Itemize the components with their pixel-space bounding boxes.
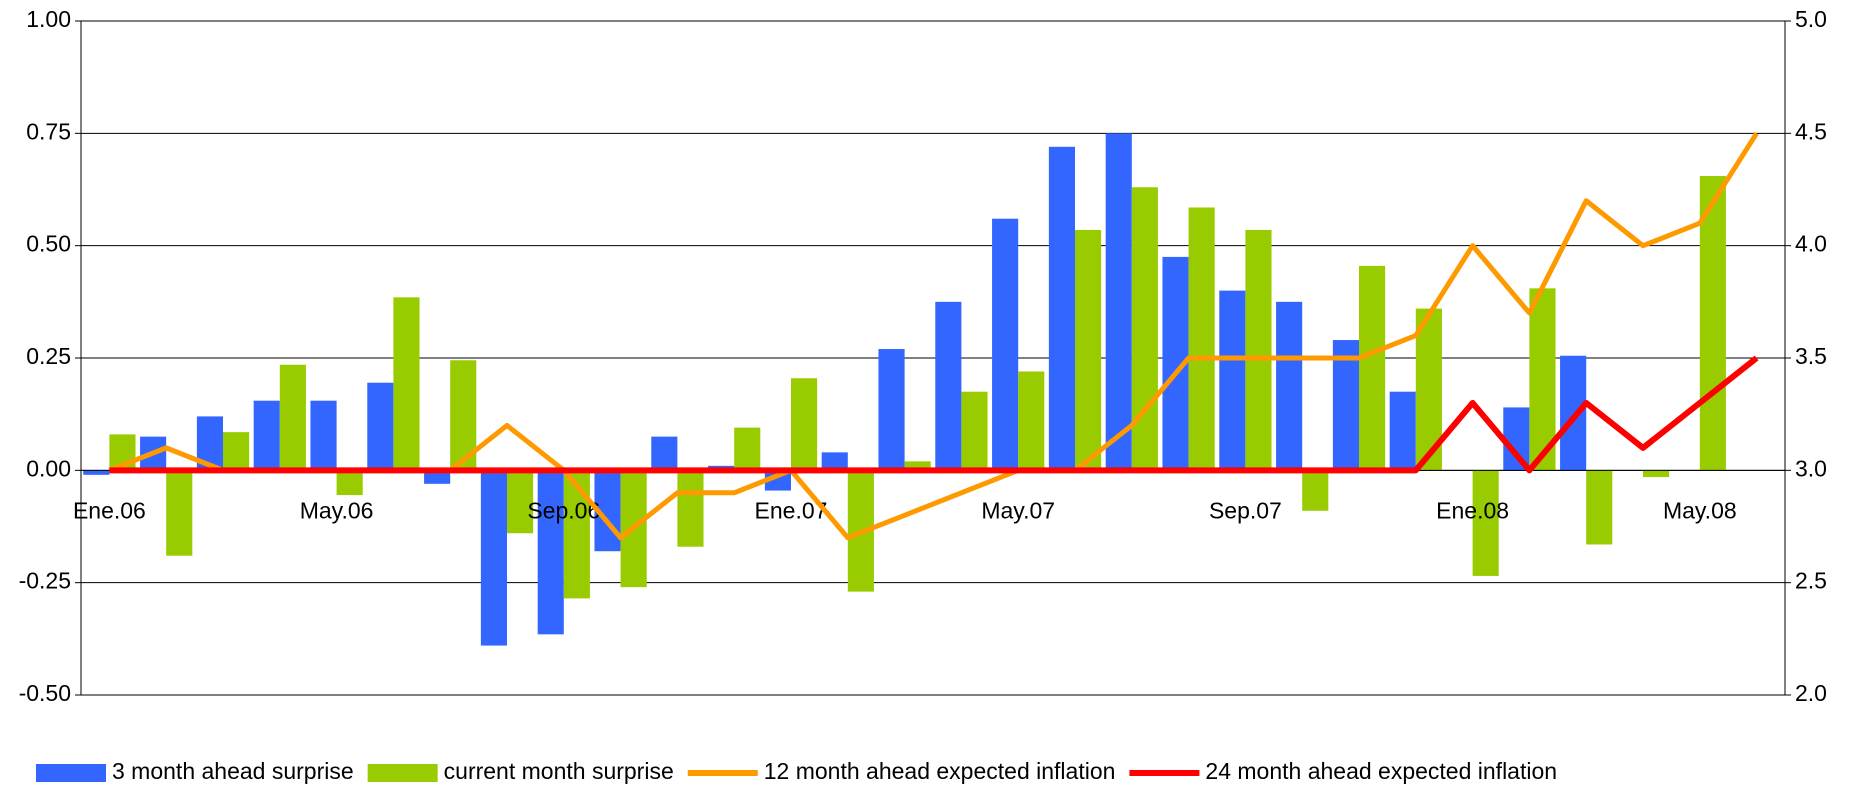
x-tick-label: May.06	[300, 497, 374, 523]
bar	[821, 452, 848, 471]
bar	[537, 470, 564, 635]
x-tick-label: May.07	[981, 497, 1055, 523]
bar	[1586, 470, 1613, 545]
bar	[424, 470, 451, 484]
y2-tick-label: 4.5	[1795, 118, 1827, 144]
bar	[253, 400, 280, 471]
bar	[1699, 176, 1726, 471]
y2-tick-label: 3.0	[1795, 455, 1827, 481]
line-series	[109, 355, 1759, 474]
y-tick-label: 0.75	[26, 118, 71, 144]
bar	[310, 400, 337, 471]
x-tick-label: May.08	[1663, 497, 1737, 523]
bar	[1643, 470, 1670, 478]
bar	[734, 427, 761, 471]
bar	[1302, 470, 1329, 511]
bar	[651, 436, 678, 471]
x-tick-label: Sep.07	[1209, 497, 1282, 523]
bar	[878, 349, 905, 471]
y-tick-label: 0.50	[26, 231, 71, 257]
y2-tick-label: 2.5	[1795, 568, 1827, 594]
bar	[992, 218, 1019, 471]
y2-tick-label: 3.5	[1795, 343, 1827, 369]
bar	[904, 461, 931, 471]
x-tick-label: Ene.08	[1436, 497, 1509, 523]
bar	[1245, 229, 1272, 471]
bar	[1219, 290, 1246, 471]
bar	[83, 470, 110, 475]
bar	[935, 301, 962, 471]
bar	[367, 382, 394, 471]
bar	[1276, 301, 1303, 471]
bar	[336, 470, 363, 496]
bar	[223, 432, 250, 471]
bar	[1472, 470, 1499, 576]
bar	[1075, 229, 1102, 471]
y-tick-label: 0.00	[26, 455, 71, 481]
y-tick-label: -0.25	[19, 568, 71, 594]
bar	[507, 470, 534, 534]
bar	[480, 470, 507, 646]
bar	[1359, 265, 1386, 471]
legend-label: current month surprise	[444, 758, 674, 784]
bar	[393, 297, 420, 471]
bar	[1332, 340, 1359, 471]
bar	[1131, 187, 1158, 471]
legend-label: 3 month ahead surprise	[112, 758, 354, 784]
bar	[563, 470, 590, 599]
bar	[166, 470, 193, 556]
y-tick-label: 0.25	[26, 343, 71, 369]
bar	[279, 364, 306, 471]
legend-swatch	[367, 764, 438, 782]
bar	[677, 470, 704, 547]
x-tick-label: Ene.06	[73, 497, 146, 523]
bar	[1018, 371, 1045, 471]
y-tick-label: -0.50	[19, 680, 71, 706]
bar	[1048, 146, 1075, 471]
legend-label: 24 month ahead expected inflation	[1205, 758, 1557, 784]
bar	[791, 378, 818, 471]
legend-swatch	[36, 764, 106, 782]
y-tick-label: 1.00	[26, 6, 71, 32]
bar	[1503, 407, 1530, 471]
bar	[1105, 133, 1132, 471]
legend-label: 12 month ahead expected inflation	[764, 758, 1116, 784]
bar	[1188, 207, 1215, 471]
y2-tick-label: 4.0	[1795, 231, 1827, 257]
y2-tick-label: 5.0	[1795, 6, 1827, 32]
bar	[1560, 355, 1587, 471]
y2-tick-label: 2.0	[1795, 680, 1827, 706]
bar	[1389, 391, 1416, 471]
bar	[961, 391, 988, 471]
